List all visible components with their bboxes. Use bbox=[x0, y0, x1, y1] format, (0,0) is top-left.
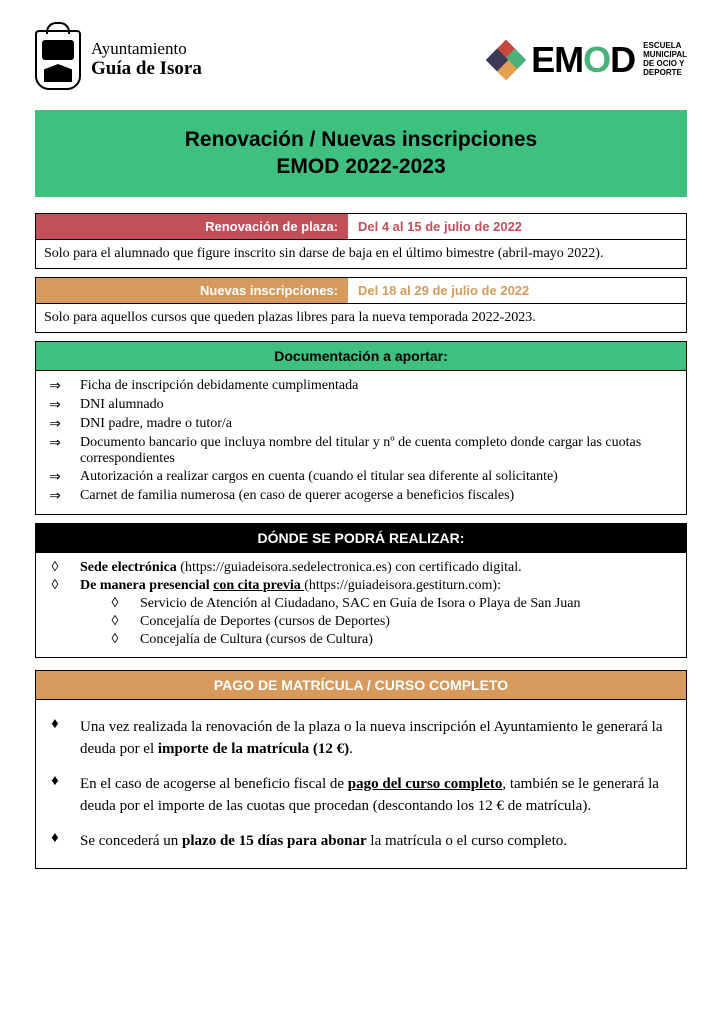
donde-item2-rest: (https://guiadeisora.gestiturn.com): bbox=[304, 578, 501, 593]
donde-section: DÓNDE SE PODRÁ REALIZAR: ◊ Sede electrón… bbox=[35, 523, 687, 658]
title-line1: Renovación / Nuevas inscripciones bbox=[45, 126, 677, 153]
diamond-solid-icon: ♦ bbox=[46, 716, 64, 733]
diamond-open-icon: ◊ bbox=[106, 614, 124, 630]
emod-wordmark: EMOD bbox=[531, 39, 635, 81]
shield-icon bbox=[35, 30, 81, 90]
emod-pre: EM bbox=[531, 39, 583, 80]
diamond-open-icon: ◊ bbox=[46, 578, 64, 594]
arrow-icon: ⇒ bbox=[46, 435, 64, 452]
ayuntamiento-text: Ayuntamiento Guía de Isora bbox=[91, 40, 202, 80]
donde-item2-bold: De manera presencial bbox=[80, 578, 213, 593]
docs-item: DNI alumnado bbox=[80, 397, 676, 413]
donde-subitem: Concejalía de Deportes (cursos de Deport… bbox=[140, 614, 390, 630]
nuevas-label: Nuevas inscripciones: bbox=[36, 278, 348, 303]
donde-item: Sede electrónica (https://guiadeisora.se… bbox=[80, 560, 676, 576]
diamond-open-icon: ◊ bbox=[46, 560, 64, 576]
arrow-icon: ⇒ bbox=[46, 488, 64, 505]
docs-item: Documento bancario que incluya nombre de… bbox=[80, 435, 676, 467]
donde-item: De manera presencial con cita previa (ht… bbox=[80, 578, 676, 594]
diamond-open-icon: ◊ bbox=[106, 632, 124, 648]
arrow-icon: ⇒ bbox=[46, 469, 64, 486]
ayto-line1: Ayuntamiento bbox=[91, 40, 202, 59]
emod-o: O bbox=[583, 39, 610, 80]
donde-header: DÓNDE SE PODRÁ REALIZAR: bbox=[36, 524, 686, 553]
donde-list: ◊ Sede electrónica (https://guiadeisora.… bbox=[36, 553, 686, 657]
pago-p3c: la matrícula o el curso completo. bbox=[367, 833, 567, 849]
emod-logo: EMOD ESCUELA MUNICIPAL DE OCIO Y DEPORTE bbox=[489, 39, 687, 81]
donde-item1-rest: (https://guiadeisora.sedelectronica.es) … bbox=[177, 560, 522, 575]
pago-p3b: plazo de 15 días para abonar bbox=[182, 833, 367, 849]
docs-item: Ficha de inscripción debidamente cumplim… bbox=[80, 378, 676, 394]
diamond-solid-icon: ♦ bbox=[46, 773, 64, 790]
pago-p1b: importe de la matrícula (12 €) bbox=[158, 741, 349, 757]
emod-subtitle: ESCUELA MUNICIPAL DE OCIO Y DEPORTE bbox=[643, 42, 687, 77]
docs-section: Documentación a aportar: ⇒ Ficha de inscr… bbox=[35, 341, 687, 515]
nuevas-section: Nuevas inscripciones: Del 18 al 29 de ju… bbox=[35, 277, 687, 333]
donde-subitem: Concejalía de Cultura (cursos de Cultura… bbox=[140, 632, 373, 648]
renovacion-label: Renovación de plaza: bbox=[36, 214, 348, 239]
pago-item: Una vez realizada la renovación de la pl… bbox=[80, 716, 676, 761]
title-line2: EMOD 2022-2023 bbox=[45, 153, 677, 180]
arrow-icon: ⇒ bbox=[46, 416, 64, 433]
pago-item: En el caso de acogerse al beneficio fisc… bbox=[80, 773, 676, 818]
diamond-open-icon: ◊ bbox=[106, 596, 124, 612]
emod-sub4: DEPORTE bbox=[643, 69, 687, 78]
donde-item2-und: con cita previa bbox=[213, 578, 304, 593]
nuevas-body: Solo para aquellos cursos que queden pla… bbox=[36, 304, 686, 332]
pago-list: ♦ Una vez realizada la renovación de la … bbox=[36, 700, 686, 869]
page-header: Ayuntamiento Guía de Isora EMOD ESCUELA … bbox=[35, 30, 687, 90]
donde-item1-bold: Sede electrónica bbox=[80, 560, 177, 575]
ayto-line2: Guía de Isora bbox=[91, 59, 202, 80]
docs-item: Carnet de familia numerosa (en caso de q… bbox=[80, 488, 676, 504]
diamond-solid-icon: ♦ bbox=[46, 830, 64, 847]
donde-subitem: Servicio de Atención al Ciudadano, SAC e… bbox=[140, 596, 581, 612]
pago-p2a: En el caso de acogerse al beneficio fisc… bbox=[80, 776, 348, 792]
arrow-icon: ⇒ bbox=[46, 397, 64, 414]
pago-item: Se concederá un plazo de 15 días para ab… bbox=[80, 830, 676, 853]
pago-p3a: Se concederá un bbox=[80, 833, 182, 849]
title-bar: Renovación / Nuevas inscripciones EMOD 2… bbox=[35, 110, 687, 197]
renovacion-section: Renovación de plaza: Del 4 al 15 de juli… bbox=[35, 213, 687, 269]
nuevas-dates: Del 18 al 29 de julio de 2022 bbox=[348, 278, 686, 303]
pago-header: PAGO DE MATRÍCULA / CURSO COMPLETO bbox=[36, 671, 686, 700]
docs-list: ⇒ Ficha de inscripción debidamente cumpli… bbox=[36, 371, 686, 514]
docs-item: Autorización a realizar cargos en cuenta… bbox=[80, 469, 676, 485]
pago-section: PAGO DE MATRÍCULA / CURSO COMPLETO ♦ Una… bbox=[35, 670, 687, 870]
pago-p1c: . bbox=[349, 741, 353, 757]
docs-item: DNI padre, madre o tutor/a bbox=[80, 416, 676, 432]
emod-diamond-icon bbox=[489, 43, 523, 77]
renovacion-body: Solo para el alumnado que figure inscrit… bbox=[36, 240, 686, 268]
pago-p2b: pago del curso completo bbox=[348, 776, 503, 792]
docs-header: Documentación a aportar: bbox=[36, 342, 686, 371]
arrow-icon: ⇒ bbox=[46, 378, 64, 395]
emod-post: D bbox=[610, 39, 635, 80]
renovacion-dates: Del 4 al 15 de julio de 2022 bbox=[348, 214, 686, 239]
ayuntamiento-logo: Ayuntamiento Guía de Isora bbox=[35, 30, 202, 90]
